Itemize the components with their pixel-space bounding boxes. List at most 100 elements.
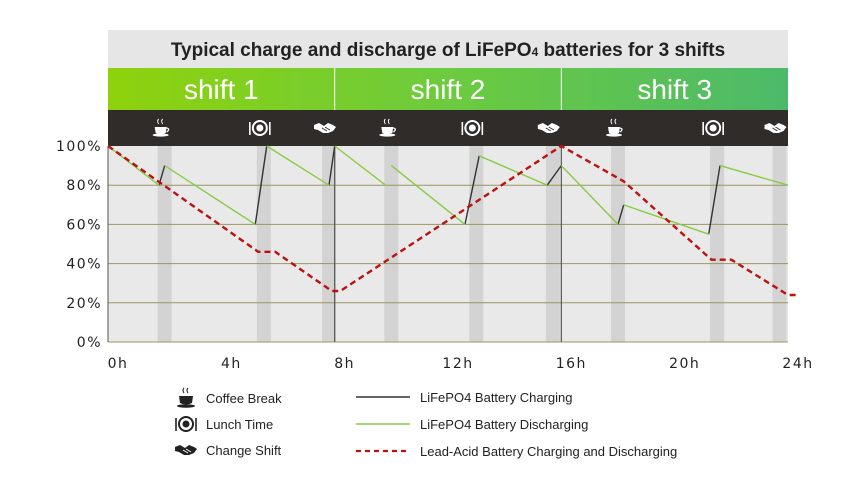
charging-segment bbox=[254, 145, 268, 225]
charging-segment bbox=[328, 145, 336, 186]
coffee-cup bbox=[381, 127, 394, 134]
y-tick-label: 100% bbox=[56, 139, 102, 155]
shift-label: shift 1 bbox=[184, 74, 259, 105]
title-band bbox=[108, 30, 788, 68]
coffee-cup bbox=[179, 396, 193, 405]
lunch-icon bbox=[702, 120, 724, 136]
legend: Coffee Break Lunch Time Change Shift LiFePO… bbox=[175, 387, 677, 459]
handshake-fingers bbox=[182, 448, 192, 454]
plot-area bbox=[108, 146, 788, 342]
chart-title: Typical charge and discharge of LiFePO4 … bbox=[171, 40, 725, 61]
plate-center bbox=[709, 124, 717, 132]
coffee-steam bbox=[182, 387, 189, 394]
handshake-shape bbox=[537, 123, 560, 133]
legend-icon-item: Coffee Break bbox=[177, 387, 282, 408]
x-tick-label: 20h bbox=[669, 356, 700, 372]
coffee-saucer bbox=[177, 404, 195, 408]
charging-segment bbox=[708, 165, 721, 235]
plate-center bbox=[256, 124, 264, 132]
legend-icon-item: Lunch Time bbox=[175, 416, 273, 432]
break-band bbox=[772, 146, 787, 342]
x-tick-label: 12h bbox=[442, 356, 473, 372]
legend-label: Coffee Break bbox=[206, 391, 282, 406]
handshake-shape bbox=[764, 123, 787, 133]
plate-rim bbox=[464, 120, 481, 136]
coffee-cup bbox=[154, 127, 167, 134]
lunch-icon bbox=[249, 120, 271, 136]
legend-label: Change Shift bbox=[206, 443, 282, 458]
coffee-steam bbox=[157, 118, 164, 125]
handshake-shape bbox=[314, 123, 336, 133]
handshake-icon bbox=[537, 123, 560, 133]
discharging-segment bbox=[719, 164, 789, 186]
plate-center bbox=[182, 420, 190, 428]
discharging-segment bbox=[390, 165, 466, 225]
shift-label: shift 3 bbox=[637, 74, 712, 105]
break-band bbox=[157, 146, 172, 342]
legend-icon-holder bbox=[177, 387, 195, 408]
x-tick-label: 4h bbox=[221, 356, 242, 372]
legend-icon-holder bbox=[175, 416, 197, 432]
break-band bbox=[545, 146, 560, 342]
coffee-saucer bbox=[379, 133, 396, 137]
coffee-legend-icon bbox=[177, 387, 195, 408]
y-tick-label: 40% bbox=[66, 257, 102, 273]
plate-rim bbox=[705, 120, 722, 136]
break-band bbox=[384, 146, 399, 342]
y-tick-label: 80% bbox=[66, 178, 102, 194]
charging-segment bbox=[546, 165, 562, 186]
lead-acid-line bbox=[107, 144, 800, 297]
coffee-saucer bbox=[152, 133, 169, 137]
coffee-handle bbox=[619, 127, 623, 133]
coffee-handle bbox=[392, 127, 396, 133]
legend-icon-item: Change Shift bbox=[175, 443, 282, 458]
y-tick-label: 0% bbox=[77, 335, 102, 351]
legend-label: Lunch Time bbox=[206, 417, 273, 432]
break-band bbox=[256, 146, 271, 342]
break-icon-bar bbox=[108, 110, 788, 146]
coffee-icon bbox=[606, 118, 623, 137]
handshake-shape bbox=[175, 445, 197, 455]
handshake-fingers bbox=[321, 126, 331, 132]
plate-rim bbox=[178, 416, 194, 432]
coffee-cup bbox=[608, 127, 620, 134]
discharging-segment bbox=[266, 145, 330, 186]
discharging-segment bbox=[478, 155, 548, 186]
coffee-handle bbox=[166, 127, 170, 133]
legend-label: Lead-Acid Battery Charging and Dischargi… bbox=[420, 444, 677, 459]
discharging-segment bbox=[164, 165, 256, 225]
shift-header bbox=[108, 68, 788, 110]
shift-label: shift 2 bbox=[411, 74, 486, 105]
handshake-fingers bbox=[545, 126, 555, 132]
legend-label: LiFePO4 Battery Charging bbox=[420, 390, 572, 405]
legend-label: LiFePO4 Battery Discharging bbox=[420, 417, 588, 432]
coffee-steam bbox=[383, 118, 390, 125]
legend-icon-holder bbox=[175, 445, 197, 455]
coffee-icon bbox=[152, 118, 170, 137]
handshake-fingers bbox=[772, 126, 781, 132]
coffee-saucer bbox=[606, 133, 622, 137]
plate-rim bbox=[251, 120, 268, 136]
y-tick-label: 60% bbox=[66, 217, 102, 233]
lunch-legend-icon bbox=[175, 416, 197, 432]
charging-segment bbox=[464, 155, 480, 225]
break-band bbox=[611, 146, 625, 342]
handshake-icon bbox=[314, 123, 336, 133]
charging-segment bbox=[617, 204, 625, 225]
break-band bbox=[322, 146, 336, 342]
x-tick-label: 24h bbox=[782, 356, 813, 372]
y-tick-label: 20% bbox=[66, 296, 102, 312]
discharging-segment bbox=[334, 145, 387, 186]
coffee-icon bbox=[379, 118, 396, 137]
change-legend-icon bbox=[175, 445, 197, 455]
break-band bbox=[469, 146, 484, 342]
x-tick-label: 16h bbox=[556, 356, 587, 372]
coffee-steam bbox=[610, 118, 617, 125]
handshake-icon bbox=[764, 123, 787, 133]
lunch-icon bbox=[461, 120, 484, 136]
break-band bbox=[710, 146, 725, 342]
discharging-segment bbox=[560, 165, 619, 225]
x-tick-label: 0h bbox=[108, 356, 129, 372]
plate-center bbox=[468, 124, 476, 132]
